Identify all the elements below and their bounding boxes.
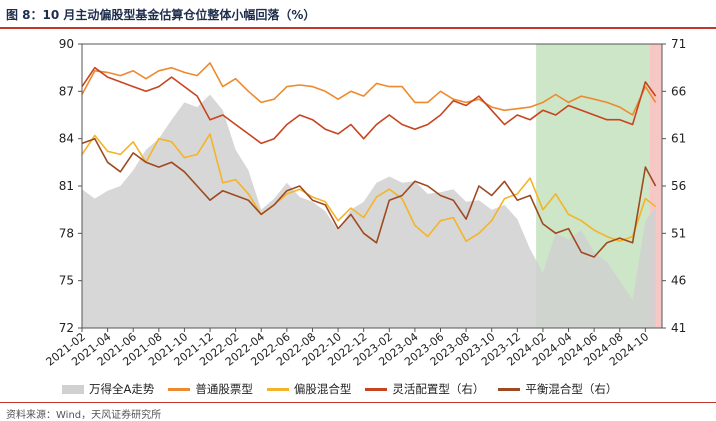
- legend-item-partial_stock: 偏股混合型: [266, 381, 352, 397]
- legend-item-common_stock: 普通股票型: [168, 381, 253, 397]
- chart-canvas: 72757881848790414651566166712021-022021-…: [44, 37, 687, 369]
- legend-label-balanced: 平衡混合型（右）: [525, 382, 618, 396]
- y-left-tick-label: 90: [59, 37, 74, 51]
- y-right-tick-label: 56: [671, 179, 686, 193]
- y-left-tick-label: 72: [59, 321, 74, 335]
- legend-swatch-common_stock: [168, 387, 191, 391]
- series-line-partial_stock: [81, 133, 657, 242]
- series-line-common_stock: [81, 62, 657, 116]
- y-left-tick-label: 84: [59, 132, 74, 146]
- y-left-tick-label: 75: [59, 274, 74, 288]
- legend-swatch-partial_stock: [266, 387, 289, 391]
- chart-title: 图 8：10 月主动偏股型基金估算仓位整体小幅回落（%）: [6, 8, 316, 22]
- y-left-tick-label: 81: [59, 179, 74, 193]
- y-right-tick-label: 46: [671, 274, 686, 288]
- y-right-tick-label: 41: [671, 321, 686, 335]
- legend-item-area: 万得全A走势: [62, 381, 154, 397]
- y-left-tick-label: 87: [59, 84, 74, 98]
- legend-item-balanced: 平衡混合型（右）: [498, 381, 617, 397]
- series-area-wind-a: [82, 94, 656, 328]
- legend-label-area: 万得全A走势: [89, 382, 155, 396]
- legend-label-common_stock: 普通股票型: [195, 382, 253, 396]
- legend-swatch-area: [62, 384, 84, 394]
- legend-swatch-flexible: [365, 387, 388, 391]
- legend-label-flexible: 灵活配置型（右）: [392, 382, 485, 396]
- legend-label-partial_stock: 偏股混合型: [293, 382, 352, 396]
- title-divider: [0, 27, 716, 29]
- footer-divider: [0, 402, 716, 403]
- y-left-tick-label: 78: [59, 226, 74, 240]
- source-note: 资料来源：Wind，天风证券研究所: [6, 410, 162, 421]
- y-right-tick-label: 66: [671, 84, 686, 98]
- y-right-tick-label: 61: [671, 132, 686, 146]
- chart-legend: 万得全A走势 普通股票型 偏股混合型 灵活配置型（右） 平衡混合型（右）: [62, 381, 617, 397]
- legend-item-flexible: 灵活配置型（右）: [365, 381, 484, 397]
- y-right-tick-label: 51: [671, 226, 686, 240]
- y-right-tick-label: 71: [671, 37, 686, 51]
- series-line-balanced: [81, 137, 657, 258]
- legend-swatch-balanced: [498, 387, 521, 391]
- series-line-flexible: [81, 66, 657, 145]
